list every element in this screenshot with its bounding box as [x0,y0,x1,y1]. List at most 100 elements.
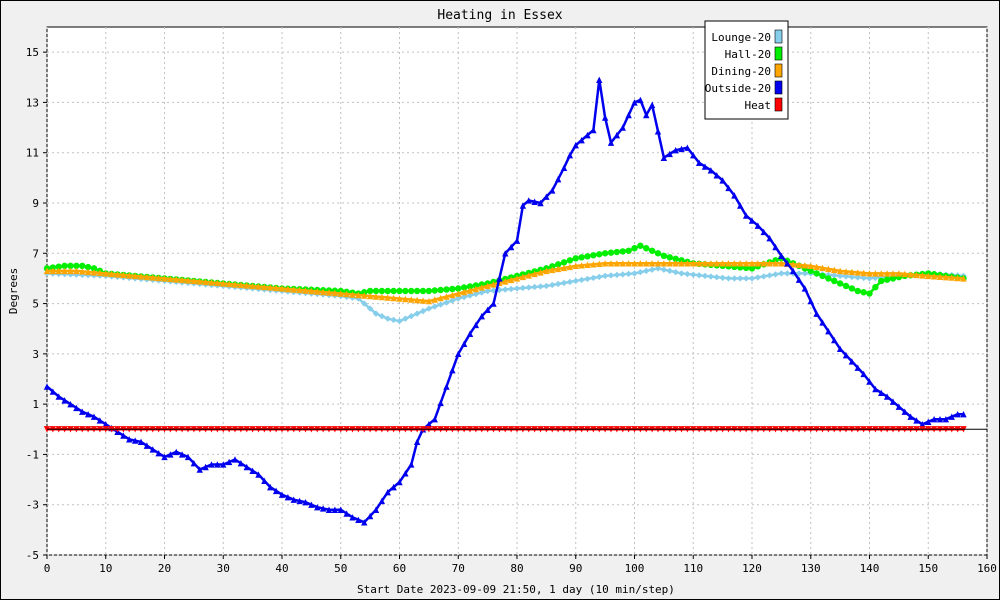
data-point [243,463,250,471]
data-point [314,288,321,295]
data-point [766,235,773,242]
data-point [67,267,74,275]
x-tick-label: 130 [801,562,821,575]
data-point [607,139,615,146]
data-point [449,297,456,304]
data-point [913,417,920,424]
data-point [343,510,350,517]
data-point [872,270,879,277]
data-point [842,268,850,275]
legend-swatch [774,80,783,95]
data-point [907,271,914,278]
data-point [566,152,574,159]
data-point [478,312,485,320]
data-point [590,126,597,134]
data-point [819,319,826,326]
data-point [778,252,785,259]
data-point [537,269,544,276]
data-point [537,283,544,290]
data-point [737,275,744,282]
data-point [766,260,773,267]
data-point [419,287,427,295]
data-point [601,260,609,267]
data-point [643,260,650,267]
data-point [126,272,133,279]
data-point [149,446,156,453]
data-point [836,345,844,353]
data-point [178,276,186,284]
data-point [866,275,873,282]
data-point [813,270,820,277]
data-point [460,293,468,301]
data-point [648,266,656,273]
data-point [572,255,579,262]
data-point [108,270,115,278]
data-point [114,271,121,278]
x-tick-label: 0 [44,562,51,575]
data-point [654,128,662,135]
data-point [831,272,838,279]
y-tick-label: 11 [26,147,39,160]
data-point [296,286,303,294]
data-point [672,260,679,267]
data-point [455,350,462,358]
y-tick-label: 3 [32,348,39,361]
data-point [554,175,562,183]
data-point [484,287,491,295]
data-point [396,478,403,486]
data-point [601,250,609,257]
data-point [443,293,450,300]
data-point [584,275,591,283]
data-point [549,263,556,270]
data-point [731,192,738,199]
data-point [637,242,644,249]
data-point [549,281,556,289]
data-point [789,267,797,275]
x-tick-label: 90 [569,562,582,575]
data-point [496,275,503,282]
data-point [936,416,944,423]
data-point [361,292,368,299]
data-point [719,177,726,184]
data-point [578,254,585,261]
data-point [431,287,438,294]
data-point [613,131,621,139]
data-point [173,276,180,283]
data-point [419,297,427,304]
data-point [648,247,656,254]
data-point [196,466,203,473]
data-point [361,519,368,526]
data-point [560,164,568,171]
data-point [73,404,80,412]
data-point [631,245,638,252]
data-point [543,282,550,290]
data-point [954,274,961,282]
data-point [249,467,256,474]
data-point [478,284,485,291]
data-point [713,260,720,267]
data-point [484,306,491,314]
legend-label: Lounge-20 [711,31,771,44]
data-point [631,270,638,277]
data-point [737,260,744,267]
data-point [402,315,409,322]
data-point [390,316,397,324]
data-point [449,367,456,374]
data-point [378,497,386,505]
data-point [278,285,286,292]
data-point [930,273,938,280]
data-point [208,279,215,286]
data-point [701,260,709,267]
data-point [889,398,897,405]
data-point [842,273,850,280]
data-point [960,275,967,282]
data-point [325,289,333,296]
data-point [519,273,527,281]
data-point [590,261,597,268]
data-point [690,271,697,278]
data-point [772,271,779,278]
data-point [396,317,403,325]
data-point [231,281,239,288]
data-point [854,364,861,371]
data-point [366,305,374,312]
